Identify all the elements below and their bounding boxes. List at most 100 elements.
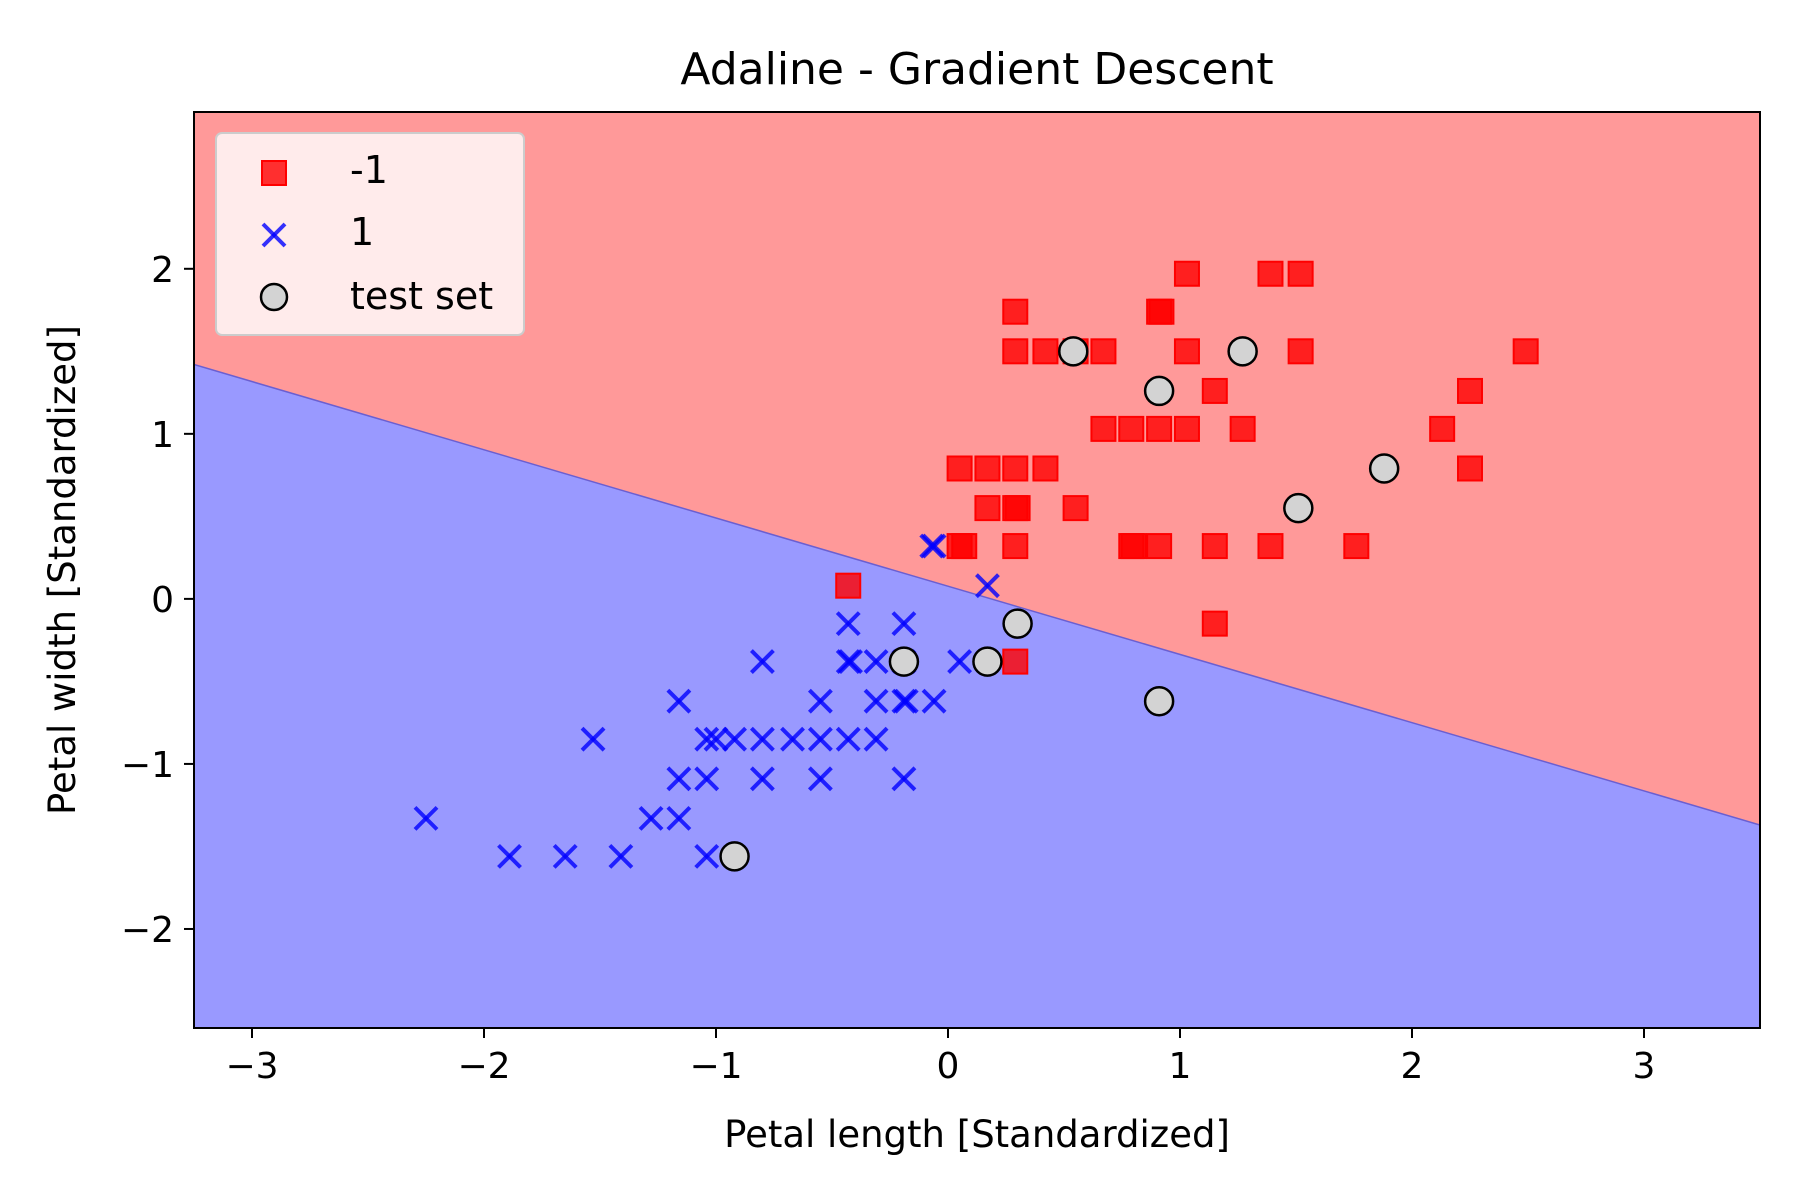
- x-tick-label: −1: [689, 1046, 742, 1087]
- data-point-class-neg1: [1429, 415, 1456, 442]
- axis-ticks: −3 −2 −1 0 1 2 3 −2 −1 0 1 2: [121, 250, 1656, 1087]
- legend: -1 1 test set: [215, 132, 525, 336]
- data-point-class-neg1: [1002, 648, 1029, 675]
- data-point-class-neg1: [1090, 415, 1117, 442]
- data-point-class-neg1: [1512, 338, 1539, 365]
- data-point-test-set: [972, 646, 1003, 677]
- data-point-class-1: [552, 843, 578, 869]
- data-point-class-neg1: [974, 455, 1001, 482]
- data-point-class-1: [722, 726, 747, 752]
- data-point-class-1: [666, 805, 692, 831]
- data-point-class-neg1: [1257, 260, 1284, 287]
- x-axis-label: Petal length [Standardized]: [724, 1113, 1230, 1156]
- data-point-class-neg1: [1201, 610, 1228, 637]
- data-point-class-1: [921, 533, 947, 559]
- data-point-class-1: [749, 726, 775, 752]
- data-point-class-1: [666, 766, 692, 792]
- data-point-class-neg1: [1002, 338, 1029, 365]
- legend-label-1: 1: [350, 210, 374, 254]
- y-tick-label: 0: [151, 580, 174, 621]
- data-point-test-set: [719, 841, 750, 872]
- data-point-class-1: [749, 766, 775, 792]
- data-point-class-neg1: [1032, 455, 1059, 482]
- y-tick-label: −2: [121, 910, 174, 951]
- data-point-class-1: [835, 726, 861, 752]
- data-point-class-neg1: [1002, 455, 1029, 482]
- x-tick-label: −2: [457, 1046, 510, 1087]
- data-point-class-neg1: [1257, 533, 1284, 560]
- data-point-class-1: [413, 805, 439, 831]
- data-point-class-neg1: [1148, 298, 1175, 325]
- data-point-class-neg1: [1062, 495, 1089, 522]
- data-point-class-1: [891, 766, 917, 792]
- plot-frame: [193, 111, 1761, 1029]
- legend-x-marker: [261, 222, 287, 248]
- x-tick-label: 0: [937, 1046, 960, 1087]
- legend-square-marker: [261, 160, 287, 186]
- data-point-class-1: [838, 649, 863, 675]
- y-axis-label: Petal width [Standardized]: [41, 325, 84, 815]
- data-point-test-set: [1368, 453, 1400, 484]
- data-point-test-set: [1227, 336, 1258, 367]
- data-point-class-1: [921, 688, 947, 714]
- data-point-class-neg1: [1229, 415, 1256, 442]
- data-point-class-neg1: [946, 455, 973, 482]
- data-point-class-1: [780, 726, 805, 752]
- chart-title: Adaline - Gradient Descent: [680, 44, 1273, 95]
- data-point-class-1: [807, 726, 833, 752]
- data-point-class-neg1: [1173, 415, 1200, 442]
- y-tick-label: 1: [151, 415, 174, 456]
- data-point-class-neg1: [1090, 338, 1117, 365]
- data-point-class-1: [703, 726, 729, 752]
- data-point-class-neg1: [951, 533, 978, 560]
- data-point-class-neg1: [1004, 495, 1031, 522]
- data-point-class-neg1: [1118, 415, 1145, 442]
- y-tick-label: 2: [151, 250, 174, 291]
- data-point-class-1: [608, 843, 634, 869]
- data-point-test-set: [1002, 608, 1033, 639]
- data-point-test-set: [1143, 685, 1175, 717]
- data-point-class-neg1: [1002, 533, 1029, 560]
- data-point-class-neg1: [1201, 377, 1228, 404]
- data-markers: [413, 260, 1539, 872]
- data-point-class-neg1: [1287, 260, 1314, 287]
- data-point-class-neg1: [1146, 415, 1173, 442]
- data-point-class-1: [975, 573, 1000, 599]
- data-point-class-1: [666, 688, 692, 714]
- data-point-class-neg1: [1457, 377, 1483, 404]
- legend-circle-marker: [259, 282, 289, 312]
- data-point-class-1: [835, 611, 861, 637]
- data-point-class-1: [807, 688, 833, 714]
- legend-box: [215, 132, 525, 336]
- data-point-class-1: [947, 649, 973, 675]
- data-point-test-set: [1283, 492, 1314, 524]
- data-point-class-1: [863, 649, 889, 675]
- data-point-class-1: [863, 688, 889, 714]
- data-point-class-1: [694, 726, 720, 752]
- data-point-class-1: [893, 688, 919, 714]
- data-point-class-1: [497, 843, 522, 869]
- x-tick-label: 2: [1401, 1046, 1424, 1087]
- data-point-test-set: [1058, 336, 1089, 367]
- data-point-test-set: [888, 646, 920, 677]
- data-point-class-1: [694, 843, 720, 869]
- data-point-class-neg1: [1120, 533, 1147, 560]
- region-class-1: [194, 364, 1760, 1028]
- data-point-class-1: [694, 766, 720, 792]
- x-tick-label: −3: [225, 1046, 278, 1087]
- data-point-class-neg1: [1032, 338, 1059, 365]
- data-point-class-1: [807, 766, 833, 792]
- data-point-class-neg1: [835, 572, 862, 599]
- data-point-class-1: [638, 805, 664, 831]
- legend-label-test-set: test set: [350, 274, 493, 318]
- data-point-class-neg1: [1457, 455, 1483, 482]
- data-point-class-1: [891, 611, 917, 637]
- data-point-class-neg1: [1146, 533, 1173, 560]
- data-point-class-1: [580, 726, 606, 752]
- x-tick-label: 1: [1169, 1046, 1192, 1087]
- y-tick-label: −1: [121, 745, 174, 786]
- data-point-class-neg1: [1343, 533, 1370, 560]
- data-point-class-1: [863, 726, 889, 752]
- data-point-class-neg1: [1201, 533, 1228, 560]
